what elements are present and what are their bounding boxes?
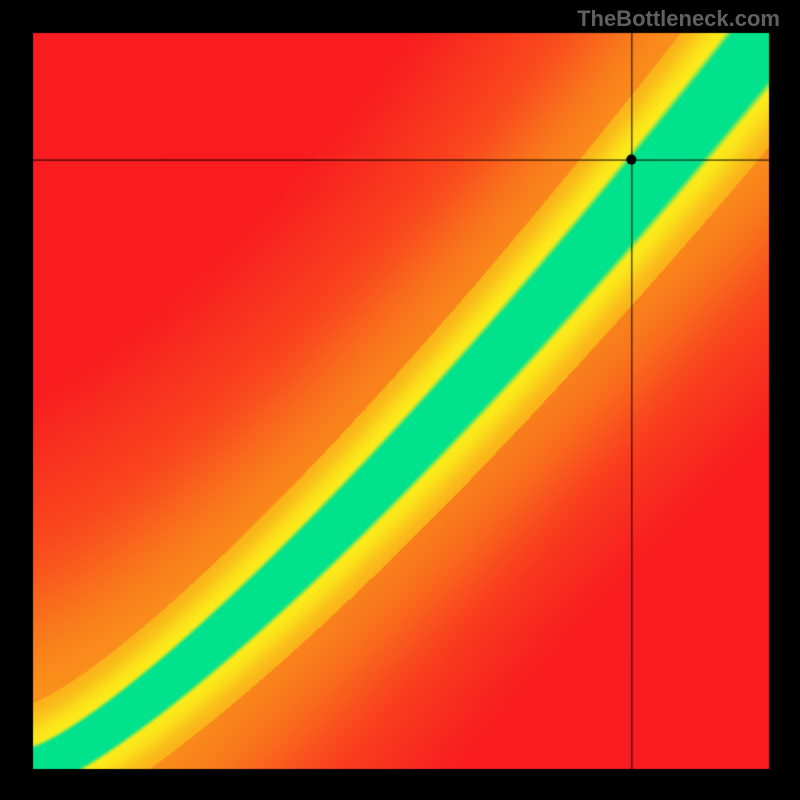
watermark-text: TheBottleneck.com bbox=[577, 6, 780, 32]
heatmap-plot bbox=[0, 0, 800, 800]
